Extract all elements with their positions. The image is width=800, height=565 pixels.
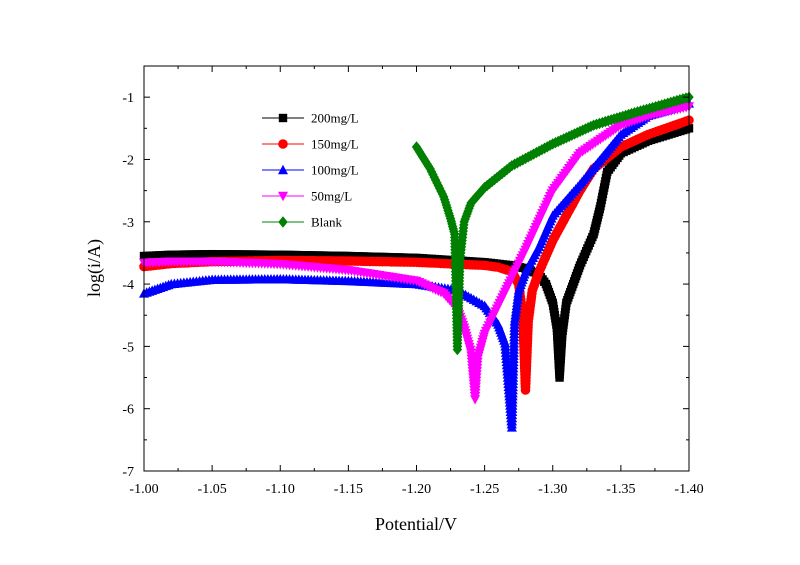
x-tick-label: -1.20 [402, 482, 431, 497]
y-tick-label: -2 [122, 153, 134, 168]
legend-label: 100mg/L [311, 163, 359, 178]
legend-item: 100mg/L [262, 163, 359, 178]
legend-item: Blank [262, 215, 343, 230]
legend-label: 150mg/L [311, 137, 359, 152]
series-layer [139, 91, 694, 432]
legend: 200mg/L 150mg/L 100mg/L 50mg/L Blank [262, 111, 359, 230]
series-blank [411, 91, 694, 356]
axes-layer: -1.00 -1.05 -1.10 -1.15 -1.20 -1.25 -1.30 -1.35… [122, 66, 704, 497]
legend-label: Blank [311, 215, 343, 230]
y-tick-label: -7 [122, 465, 134, 480]
x-tick-label: -1.00 [129, 482, 158, 497]
y-tick-label: -4 [122, 278, 134, 293]
y-tick-label: -1 [122, 91, 134, 106]
x-tick-label: -1.05 [198, 482, 227, 497]
x-tick-label: -1.35 [606, 482, 635, 497]
y-tick-label: -6 [122, 403, 134, 418]
legend-marker [278, 191, 288, 202]
legend-marker [278, 139, 288, 149]
x-tick-label: -1.30 [538, 482, 567, 497]
series-200mg-l [139, 124, 694, 382]
y-axis-label: log(i/A) [84, 239, 105, 297]
legend-label: 200mg/L [311, 111, 359, 126]
legend-label: 50mg/L [311, 189, 352, 204]
series-50mg-l [139, 102, 694, 405]
y-tick-label: -3 [122, 216, 134, 231]
x-tick-label: -1.25 [470, 482, 499, 497]
legend-marker [278, 216, 288, 228]
legend-item: 50mg/L [262, 189, 352, 204]
plot-frame [143, 65, 690, 472]
x-axis-label: Potential/V [375, 514, 457, 534]
legend-item: 200mg/L [262, 111, 359, 126]
legend-marker [278, 164, 288, 175]
legend-item: 150mg/L [262, 137, 359, 152]
x-tick-label: -1.15 [334, 482, 363, 497]
y-tick-label: -5 [122, 340, 134, 355]
legend-marker [278, 113, 288, 123]
x-tick-label: -1.10 [266, 482, 295, 497]
x-tick-label: -1.40 [674, 482, 703, 497]
